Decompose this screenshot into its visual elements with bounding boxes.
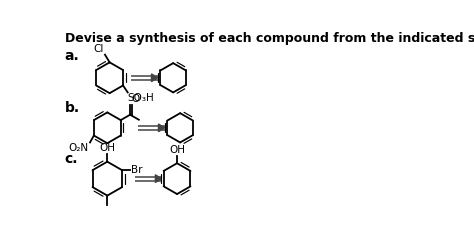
Text: SO₃H: SO₃H xyxy=(127,93,154,103)
Text: Cl: Cl xyxy=(94,44,104,54)
Polygon shape xyxy=(158,124,164,132)
Text: O: O xyxy=(132,94,140,104)
Text: OH: OH xyxy=(99,143,115,153)
Text: c.: c. xyxy=(64,152,78,167)
Text: a.: a. xyxy=(64,49,80,63)
Text: O₂N: O₂N xyxy=(68,143,89,153)
Polygon shape xyxy=(155,175,162,182)
Text: Br: Br xyxy=(131,165,142,175)
Text: b.: b. xyxy=(64,101,80,115)
Text: Devise a synthesis of each compound from the indicated starting material.: Devise a synthesis of each compound from… xyxy=(64,32,474,45)
Polygon shape xyxy=(152,74,158,82)
Text: OH: OH xyxy=(169,145,185,155)
